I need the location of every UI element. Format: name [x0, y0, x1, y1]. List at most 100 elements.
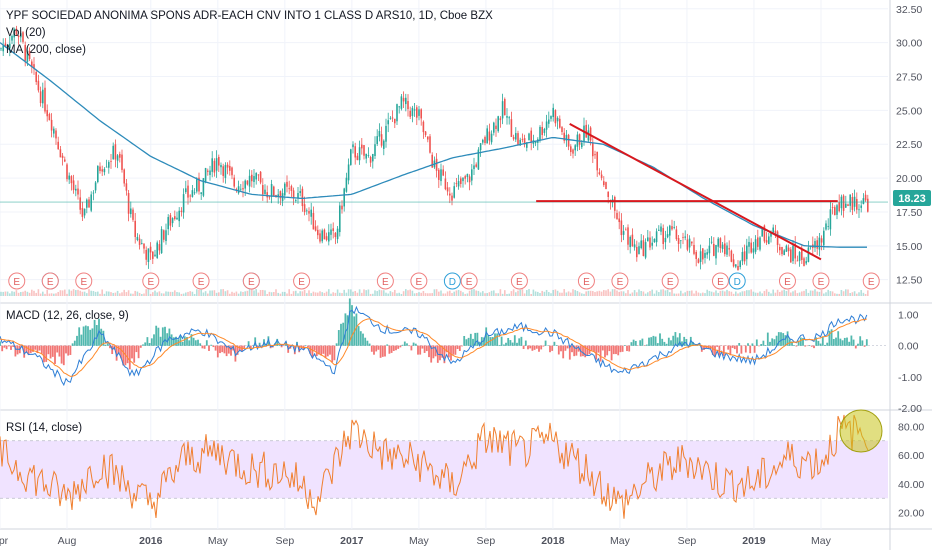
macd-histogram-bar [639, 340, 641, 346]
volume-bar [75, 290, 77, 296]
macd-histogram-bar [219, 346, 221, 353]
x-tick-label: Aug [58, 535, 77, 547]
macd-histogram-bar [307, 346, 309, 347]
vol-legend[interactable]: Vol (20) [6, 27, 46, 39]
candle-body [117, 155, 119, 160]
volume-bar [365, 290, 367, 296]
volume-bar [51, 293, 53, 296]
candle-body [772, 228, 774, 233]
candle-body [638, 246, 640, 254]
candle-body [187, 186, 189, 198]
volume-bar [280, 294, 282, 296]
macd-histogram-bar [558, 346, 560, 355]
macd-histogram-bar [369, 344, 371, 346]
macd-histogram-bar [635, 341, 637, 346]
macd-histogram-bar [67, 346, 69, 356]
volume-bar [27, 292, 29, 296]
x-tick-label: May [409, 535, 430, 547]
volume-bar [178, 292, 180, 296]
candle-body [425, 132, 427, 135]
candle-body [539, 127, 541, 140]
candle-body [849, 194, 851, 205]
volume-bar [255, 289, 257, 296]
candle-body [748, 242, 750, 247]
candle-body [442, 170, 444, 176]
volume-bar [592, 291, 594, 296]
x-tick-label: 2016 [139, 535, 163, 547]
macd-histogram-bar [741, 346, 743, 354]
candle-body [682, 237, 684, 238]
macd-histogram-bar [672, 336, 674, 346]
candle-body [196, 179, 198, 191]
macd-histogram-bar [664, 342, 666, 346]
candle-body [359, 147, 361, 160]
volume-bar [539, 293, 541, 296]
candle-body [574, 145, 576, 150]
macd-histogram-bar [74, 341, 76, 346]
volume-bar [812, 291, 814, 296]
macd-histogram-bar [611, 346, 613, 361]
macd-histogram-bar [747, 343, 749, 346]
volume-bar [484, 293, 486, 296]
volume-bar [205, 291, 207, 296]
volume-bar [552, 290, 554, 296]
candle-body [436, 159, 438, 171]
macd-histogram-bar [389, 346, 391, 354]
volume-bar [350, 289, 352, 296]
candle-body [71, 176, 73, 183]
volume-bar [522, 289, 524, 296]
volume-bar [20, 292, 22, 296]
volume-bar [247, 291, 249, 296]
candle-body [816, 240, 818, 248]
candle-body [273, 187, 275, 196]
volume-bar [656, 290, 658, 296]
volume-bar [739, 292, 741, 296]
candle-body [572, 149, 574, 153]
candle-body [209, 171, 211, 176]
macd-legend[interactable]: MACD (12, 26, close, 9) [6, 310, 129, 322]
volume-bar [132, 294, 134, 296]
candle-body [541, 127, 543, 135]
candle-body [145, 250, 147, 260]
rsi-legend[interactable]: RSI (14, close) [6, 422, 82, 434]
volume-bar [310, 293, 312, 296]
candle-body [480, 143, 482, 150]
candle-body [352, 144, 354, 147]
volume-bar [231, 292, 233, 296]
volume-bar [504, 290, 506, 296]
candle-body [627, 227, 629, 244]
volume-bar [599, 291, 601, 296]
candle-body [482, 140, 484, 143]
ma-legend[interactable]: MA (200, close) [6, 44, 86, 56]
volume-bar [161, 293, 163, 296]
candle-body [313, 213, 315, 229]
volume-bar [728, 291, 730, 296]
candle-body [797, 261, 799, 262]
volume-bar [847, 289, 849, 296]
macd-histogram-bar [208, 346, 210, 351]
macd-histogram-bar [215, 346, 217, 351]
volume-bar [469, 291, 471, 296]
volume-bar [343, 290, 345, 296]
macd-histogram-bar [424, 346, 426, 353]
candle-body [134, 221, 136, 237]
candle-body [288, 188, 290, 189]
candle-body [517, 133, 519, 145]
macd-histogram-bar [76, 336, 78, 346]
volume-bar [148, 289, 150, 296]
candle-body [687, 240, 689, 250]
candle-body [119, 154, 121, 158]
volume-bar [141, 294, 143, 296]
candle-body [486, 128, 488, 143]
macd-histogram-bar [727, 346, 729, 350]
macd-histogram-bar [1, 346, 3, 352]
volume-bar [284, 292, 286, 296]
volume-bar [744, 291, 746, 296]
volume-bar [211, 290, 213, 296]
macd-histogram-bar [393, 346, 395, 351]
macd-histogram-bar [851, 336, 853, 346]
volume-bar [720, 291, 722, 296]
macd-histogram-bar [345, 313, 347, 345]
candle-body [449, 194, 451, 196]
